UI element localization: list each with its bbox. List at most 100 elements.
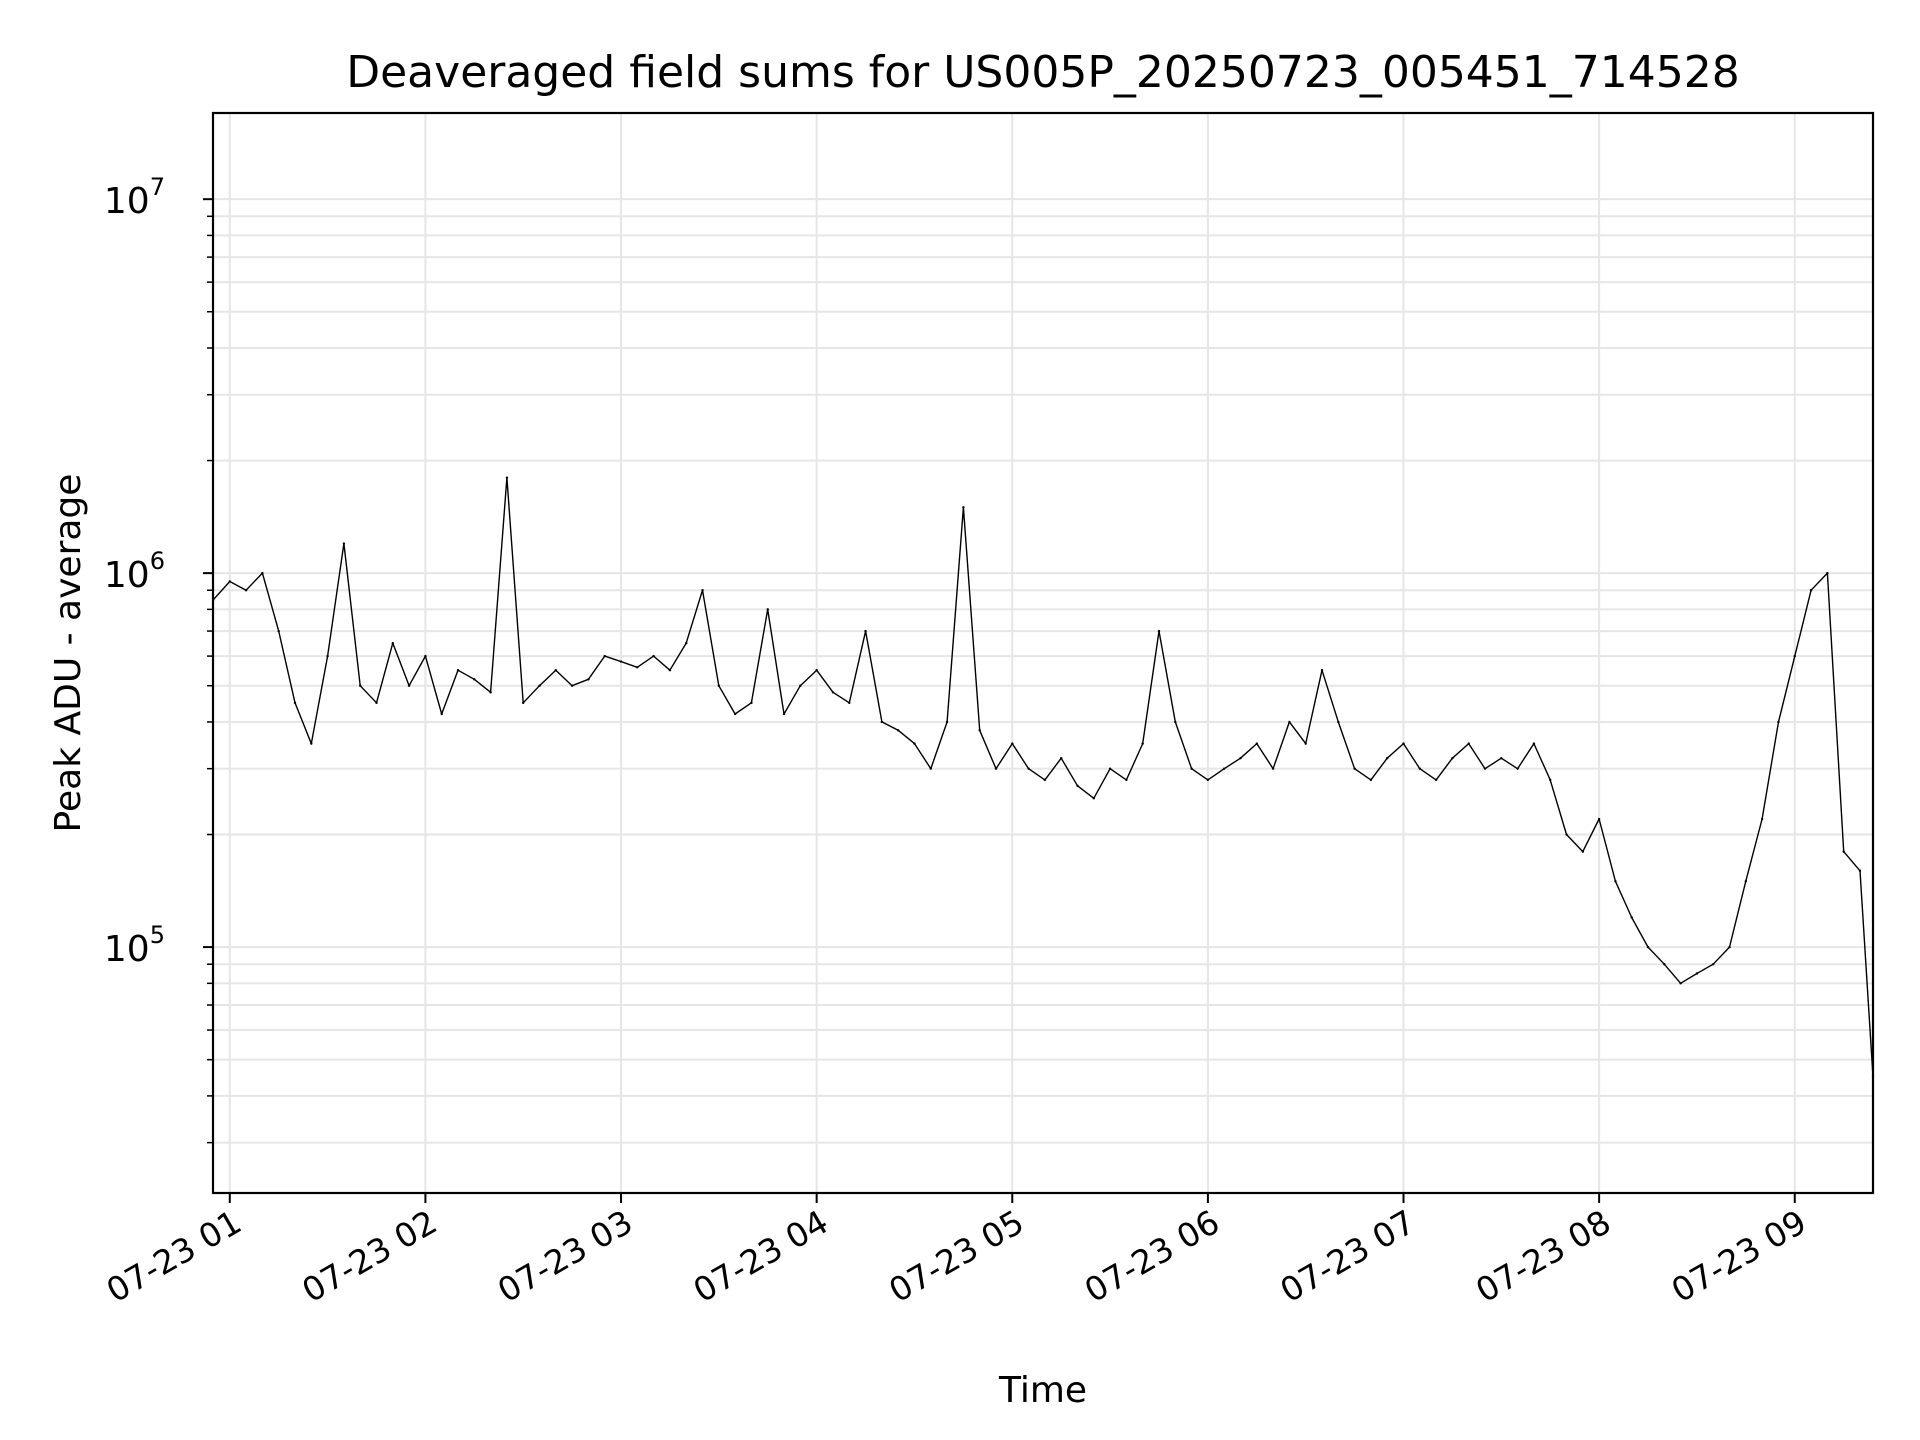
data-point (456, 669, 460, 672)
data-point (701, 589, 704, 592)
x-tick-label: 07-23 02 (295, 1202, 443, 1310)
data-point (1451, 756, 1454, 760)
data-point (1027, 767, 1030, 770)
data-point (1467, 742, 1470, 745)
data-point (1288, 720, 1291, 724)
data-point (1565, 833, 1568, 836)
data-point (554, 669, 558, 672)
data-point (1174, 720, 1177, 724)
data-point (685, 641, 688, 645)
data-point (587, 678, 590, 681)
data-point (733, 712, 737, 716)
data-point (1222, 767, 1226, 770)
y-tick-label: 105 (104, 921, 165, 970)
data-point (538, 684, 541, 687)
data-point (244, 589, 248, 592)
data-point (522, 701, 525, 705)
series-layer (212, 476, 1875, 1078)
data-point (1679, 982, 1682, 985)
data-point (913, 742, 916, 745)
data-point (342, 542, 346, 545)
data-point (1483, 767, 1487, 770)
data-point (407, 684, 411, 687)
data-point (1059, 756, 1063, 760)
data-point (1271, 767, 1275, 770)
chart-title: Deaveraged field sums for US005P_2025072… (346, 47, 1740, 98)
data-point (1076, 784, 1079, 787)
data-point (277, 629, 280, 633)
data-point (1728, 945, 1731, 949)
plot-frame (211, 111, 1875, 1195)
data-point (1304, 742, 1307, 745)
data-point (1434, 778, 1438, 782)
data-point (1646, 945, 1650, 949)
data-point (652, 654, 655, 658)
data-series-line (212, 477, 1874, 1077)
data-point (1500, 756, 1503, 760)
data-point (1369, 778, 1373, 782)
data-point (489, 691, 492, 694)
data-point (570, 684, 574, 687)
data-point (1157, 629, 1161, 633)
x-tick-label: 07-23 08 (1469, 1202, 1617, 1310)
data-point (1532, 742, 1536, 745)
data-point (1516, 767, 1519, 770)
data-point (896, 729, 900, 732)
x-axis: 07-23 01 07-23 02 07-23 03 07-23 04 07-23 05… (100, 1193, 1813, 1310)
data-point (815, 669, 818, 672)
data-point (636, 666, 639, 669)
data-point (310, 742, 313, 745)
data-point (1809, 589, 1813, 592)
data-point (1206, 778, 1210, 782)
data-point (880, 720, 884, 724)
data-point (799, 684, 802, 687)
data-point (766, 608, 769, 611)
data-point (261, 571, 264, 575)
data-point (1744, 880, 1748, 883)
data-point (1826, 571, 1829, 575)
data-point (962, 506, 965, 509)
data-point (391, 641, 395, 645)
x-tick-label: 07-23 07 (1274, 1202, 1422, 1310)
data-point (1108, 767, 1112, 770)
x-tick-label: 07-23 01 (100, 1202, 248, 1310)
data-point (1712, 963, 1715, 966)
data-point (1630, 916, 1633, 919)
data-point (1320, 669, 1324, 672)
data-point (1858, 869, 1862, 872)
y-axis-label: Peak ADU - average (48, 474, 89, 833)
x-axis-label: Time (998, 1370, 1087, 1411)
data-point (1793, 654, 1796, 658)
data-point (782, 712, 786, 716)
data-point (1239, 756, 1242, 760)
data-point (1777, 720, 1780, 724)
data-point (1011, 742, 1014, 745)
data-point (603, 654, 606, 658)
data-point (1043, 778, 1047, 782)
data-point (1141, 742, 1144, 745)
data-point (864, 629, 867, 633)
data-point (668, 669, 672, 672)
data-point (1386, 756, 1389, 760)
x-tick-label: 07-23 06 (1078, 1202, 1226, 1310)
x-tick-label: 07-23 04 (687, 1202, 835, 1310)
data-point (717, 684, 721, 687)
data-point (1842, 850, 1845, 853)
x-tick-label: 07-23 05 (882, 1202, 1030, 1310)
data-point (945, 720, 949, 724)
data-point (1760, 817, 1764, 821)
data-point (1549, 778, 1552, 782)
data-point (440, 712, 443, 716)
data-point (1190, 767, 1193, 770)
data-point (473, 678, 476, 681)
data-point (359, 684, 362, 687)
data-point (228, 580, 231, 583)
data-point (619, 660, 623, 663)
y-tick-label: 106 (104, 547, 165, 596)
data-point (831, 691, 835, 694)
data-point (505, 476, 509, 479)
data-point (1695, 972, 1699, 975)
data-point (750, 701, 753, 705)
data-point (375, 701, 378, 705)
